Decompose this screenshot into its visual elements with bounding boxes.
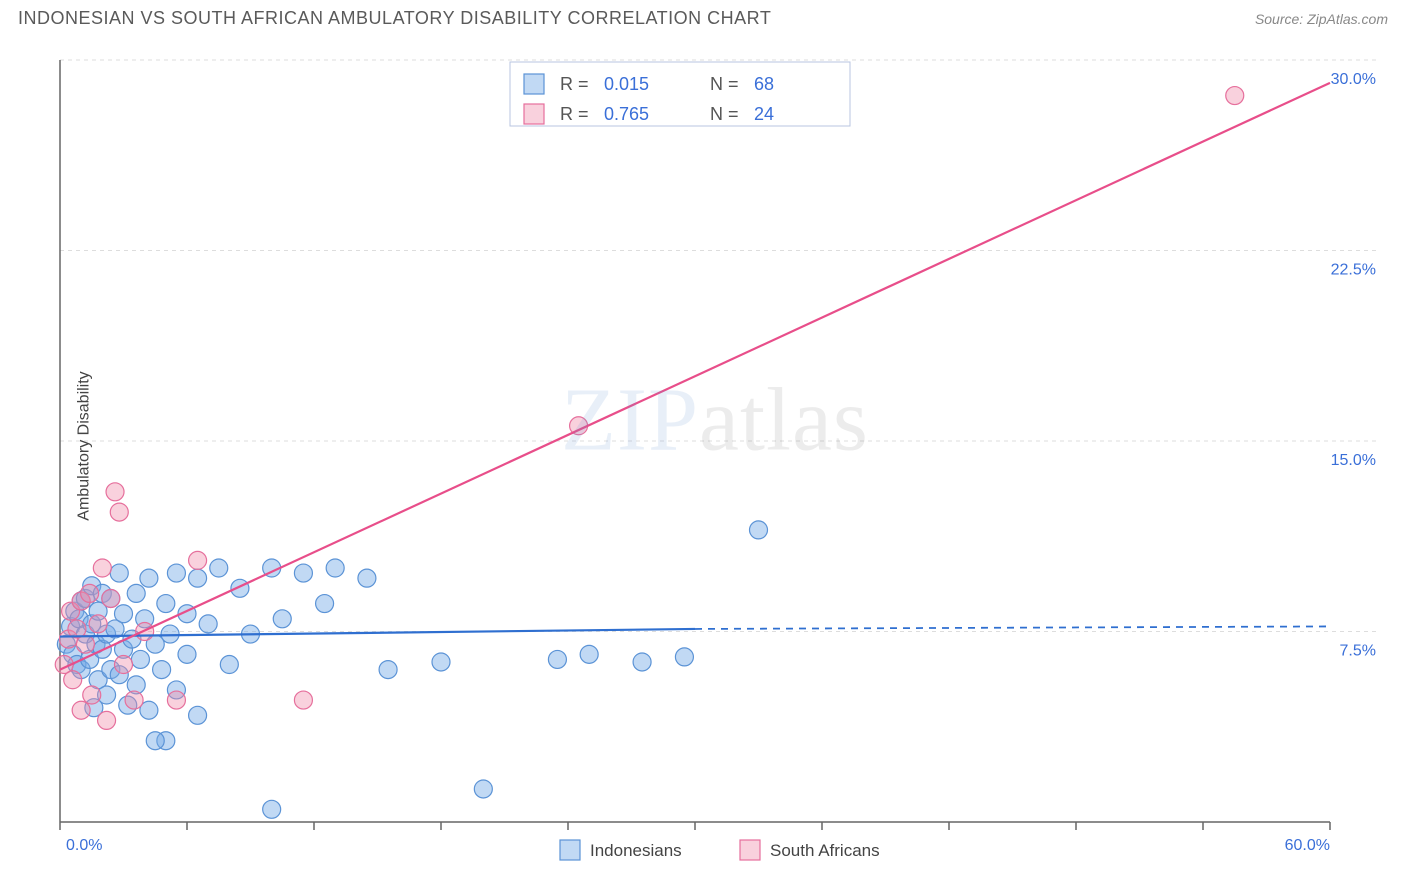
svg-text:30.0%: 30.0%	[1331, 71, 1376, 88]
svg-text:N =: N =	[710, 74, 739, 94]
svg-text:7.5%: 7.5%	[1340, 643, 1376, 660]
svg-text:0.765: 0.765	[604, 104, 649, 124]
svg-text:0.0%: 0.0%	[66, 837, 102, 854]
chart-title: INDONESIAN VS SOUTH AFRICAN AMBULATORY D…	[18, 8, 771, 29]
svg-text:N =: N =	[710, 104, 739, 124]
chart-plot: ZIPatlas 7.5%15.0%22.5%30.0%0.0%60.0%R =…	[50, 52, 1380, 852]
svg-text:South Africans: South Africans	[770, 841, 880, 860]
svg-text:60.0%: 60.0%	[1285, 837, 1330, 854]
svg-text:R =: R =	[560, 74, 589, 94]
scatter-chart: 7.5% 15.0% 22.5% 30.0% 0.0% 60.0% R = 0.015 N = 6…	[50, 52, 1380, 882]
source-label: Source: ZipAtlas.com	[1255, 11, 1388, 27]
svg-text:68: 68	[754, 74, 774, 94]
svg-text:0.015: 0.015	[604, 74, 649, 94]
svg-text:22.5%: 22.5%	[1331, 262, 1376, 279]
svg-text:24: 24	[754, 104, 774, 124]
svg-text:15.0%: 15.0%	[1331, 452, 1376, 469]
svg-text:R =: R =	[560, 104, 589, 124]
svg-text:Indonesians: Indonesians	[590, 841, 682, 860]
